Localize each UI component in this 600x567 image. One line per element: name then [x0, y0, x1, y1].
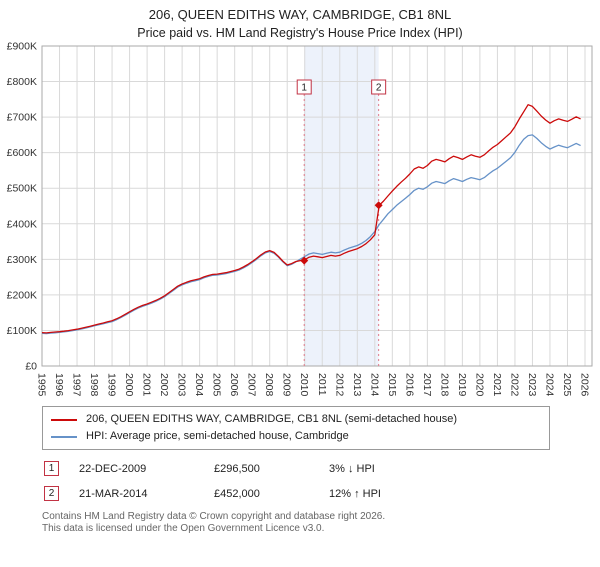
- x-axis-label: 2008: [263, 373, 275, 397]
- x-axis-label: 1998: [88, 373, 100, 397]
- license-footer: Contains HM Land Registry data © Crown c…: [42, 511, 600, 534]
- x-axis-label: 2010: [298, 373, 310, 397]
- svg-text:2: 2: [376, 83, 382, 94]
- x-axis-label: 2025: [561, 373, 573, 397]
- page-subtitle: Price paid vs. HM Land Registry's House …: [137, 26, 463, 40]
- x-axis-label: 2009: [281, 373, 293, 397]
- x-axis-label: 2024: [543, 373, 555, 397]
- price-history-chart: 1 2 £0 £100K £200K £300K £400K £500K £600K £700K £…: [7, 42, 593, 397]
- x-axis-label: 2000: [123, 373, 135, 397]
- transaction-price: £452,000: [214, 487, 260, 500]
- sale-marker-2: [374, 201, 383, 210]
- x-axis-label: 2014: [368, 373, 380, 397]
- x-axis-label: 1997: [71, 373, 83, 397]
- chart-legend: 206, QUEEN EDITHS WAY, CAMBRIDGE, CB1 8N…: [42, 406, 550, 450]
- legend-item-hpi: HPI: Average price, semi-detached house,…: [51, 428, 541, 445]
- x-axis-label: 2015: [386, 373, 398, 397]
- x-axis-label: 2007: [246, 373, 258, 397]
- between-sales-shading: [304, 46, 379, 366]
- transaction-row: 2 21-MAR-2014 £452,000 12% ↑ HPI: [44, 486, 600, 501]
- x-axis-label: 2018: [438, 373, 450, 397]
- legend-label-hpi: HPI: Average price, semi-detached house,…: [86, 430, 349, 442]
- x-axis-label: 2020: [473, 373, 485, 397]
- x-axis-label: 2012: [333, 373, 345, 397]
- x-axis-label: 2023: [526, 373, 538, 397]
- transaction-number-badge: 2: [44, 486, 59, 501]
- x-axis-label: 2026: [578, 373, 590, 397]
- x-axis-label: 2003: [176, 373, 188, 397]
- transaction-hpi-delta: 12% ↑ HPI: [329, 487, 381, 500]
- legend-swatch-0: [51, 418, 77, 421]
- grid-lines: [41, 45, 592, 367]
- y-axis-label: £600K: [7, 147, 37, 159]
- y-axis-label: £0: [25, 361, 37, 373]
- x-axis-label: 2021: [491, 373, 503, 397]
- footer-line-2: This data is licensed under the Open Gov…: [42, 522, 325, 534]
- svg-text:1: 1: [301, 83, 307, 94]
- x-axis-label: 2005: [211, 373, 223, 397]
- plot-border: [41, 45, 593, 367]
- hpi-line: [41, 134, 581, 335]
- sale-flag-2: [371, 79, 387, 95]
- legend-item-property: 206, QUEEN EDITHS WAY, CAMBRIDGE, CB1 8N…: [51, 411, 541, 428]
- x-axis-label: 1996: [53, 373, 65, 397]
- transaction-hpi-delta: 3% ↓ HPI: [329, 462, 375, 475]
- transaction-number-badge: 1: [44, 461, 59, 476]
- x-axis-label: 2002: [158, 373, 170, 397]
- x-axis-label: 2017: [421, 373, 433, 397]
- transaction-date: 22-DEC-2009: [79, 462, 147, 475]
- transaction-row: 1 22-DEC-2009 £296,500 3% ↓ HPI: [44, 461, 600, 476]
- transaction-price: £296,500: [214, 462, 260, 475]
- x-axis-label: 2016: [403, 373, 415, 397]
- sale-flag-1: [296, 79, 312, 95]
- y-axis-label: £200K: [7, 289, 37, 301]
- y-axis-label: £400K: [7, 218, 37, 230]
- transactions-list: 1 22-DEC-2009 £296,500 3% ↓ HPI 2 21-MAR…: [44, 461, 600, 501]
- x-axis-label: 2019: [456, 373, 468, 397]
- page-title: 206, QUEEN EDITHS WAY, CAMBRIDGE, CB1 8N…: [148, 7, 452, 22]
- x-axis-label: 1999: [106, 373, 118, 397]
- x-axis-label: 2022: [508, 373, 520, 397]
- x-axis-label: 1995: [36, 373, 48, 397]
- y-axis-label: £300K: [7, 254, 37, 266]
- x-axis-label: 2004: [193, 373, 205, 397]
- y-axis-label: £900K: [7, 42, 37, 53]
- footer-line-1: Contains HM Land Registry data © Crown c…: [42, 511, 386, 522]
- y-axis-label: £700K: [7, 112, 37, 124]
- property-line: [41, 104, 581, 334]
- legend-label-property: 206, QUEEN EDITHS WAY, CAMBRIDGE, CB1 8N…: [86, 413, 458, 425]
- transaction-date: 21-MAR-2014: [79, 487, 148, 500]
- x-axis-label: 2001: [141, 373, 153, 397]
- x-axis-label: 2013: [351, 373, 363, 397]
- y-axis-label: £100K: [7, 325, 37, 337]
- sale-marker-1: [300, 256, 309, 265]
- x-axis-label: 2006: [228, 373, 240, 397]
- legend-swatch-1: [51, 435, 77, 438]
- y-axis-label: £500K: [7, 183, 37, 195]
- y-axis-label: £800K: [7, 76, 37, 88]
- x-axis-label: 2011: [316, 373, 328, 396]
